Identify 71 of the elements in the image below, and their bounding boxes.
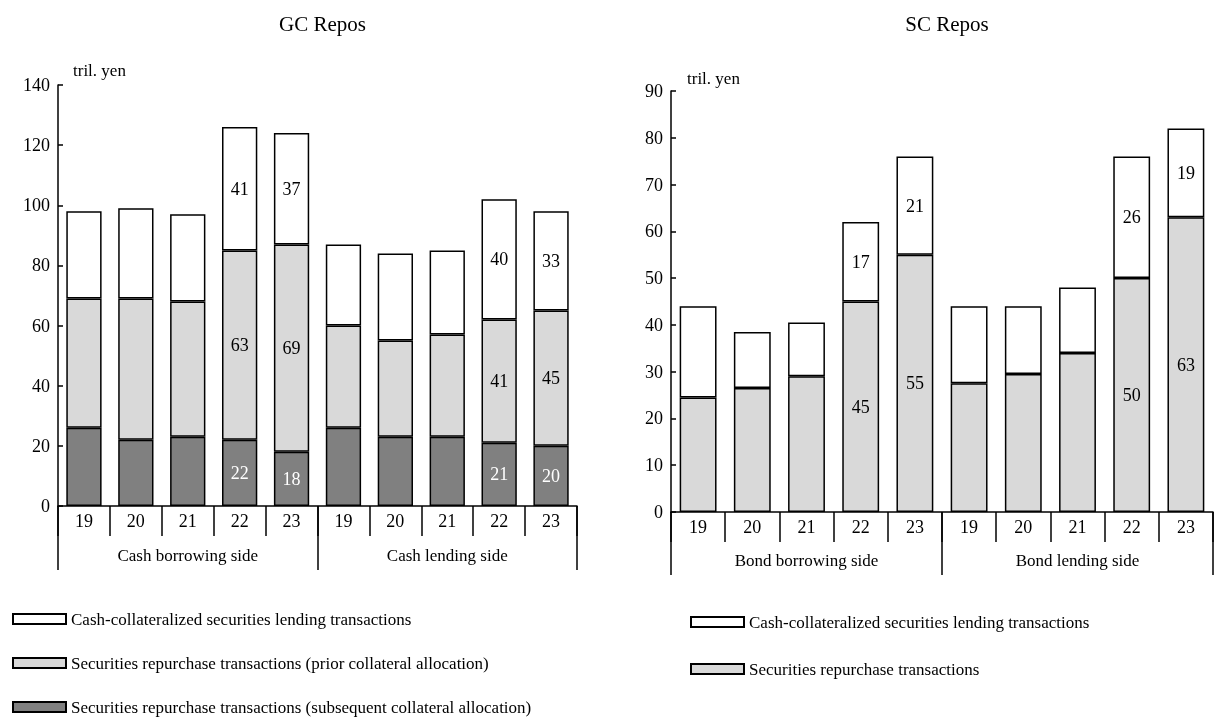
y-tick-label: 80	[32, 255, 50, 276]
y-tick-label: 60	[32, 315, 50, 336]
y-tick-label: 10	[645, 455, 663, 476]
data-label: 55	[905, 373, 924, 394]
chart-title: GC Repos	[279, 11, 366, 36]
text: Cash borrowing side	[117, 546, 259, 565]
y-tick-label: 80	[645, 127, 663, 148]
legend-label: Securities repurchase transactions (prior collateral allocation)	[71, 653, 489, 673]
x-tick-label: 22	[490, 511, 509, 531]
x-tick-label: 22	[1122, 517, 1141, 537]
data-label: 63	[1176, 354, 1195, 375]
data-label: 19	[1176, 162, 1195, 183]
data-label: 41	[490, 371, 509, 392]
legend-label: Securities repurchase transactions (subsequent collateral allocation)	[71, 697, 532, 717]
y-tick-label: 60	[645, 221, 663, 242]
y-tick-label: 40	[32, 375, 50, 396]
x-tick-label: 21	[1068, 517, 1087, 537]
x-tick-label: 22	[230, 511, 249, 531]
data-label: 37	[282, 178, 301, 199]
x-tick-label: 23	[542, 511, 561, 531]
text: Bond lending side	[1015, 551, 1140, 570]
y-tick-label: 120	[23, 135, 50, 156]
x-tick-label: 21	[438, 511, 457, 531]
y-axis-title: tril. yen	[73, 61, 127, 80]
y-tick-label: 40	[645, 314, 663, 335]
y-tick-label: 30	[645, 361, 663, 382]
x-tick-label: 20	[743, 517, 762, 537]
data-label: 21	[490, 464, 509, 485]
x-tick-label: 20	[1014, 517, 1033, 537]
y-tick-label: 140	[23, 75, 50, 95]
data-label: 22	[230, 462, 249, 483]
y-tick-label: 0	[41, 496, 50, 516]
x-tick-label: 19	[74, 511, 93, 531]
data-label: 50	[1122, 385, 1141, 406]
legend-label: Securities repurchase transactions	[749, 659, 980, 679]
data-label: 45	[542, 368, 561, 389]
y-tick-label: 100	[23, 195, 50, 216]
text: Cash lending side	[386, 546, 508, 565]
data-label: 21	[905, 195, 924, 216]
x-tick-label: 19	[334, 511, 353, 531]
text: Bond borrowing side	[734, 551, 879, 570]
data-label: 69	[282, 338, 301, 359]
data-label: 63	[230, 335, 249, 356]
x-tick-label: 23	[1176, 517, 1195, 537]
y-tick-label: 20	[645, 408, 663, 429]
x-tick-label: 20	[126, 511, 145, 531]
data-label: 40	[490, 249, 509, 270]
data-label: 26	[1122, 207, 1141, 228]
x-tick-label: 21	[797, 517, 816, 537]
chart-title: SC Repos	[905, 11, 989, 36]
legend-label: Cash-collateralized securities lending transactions	[71, 609, 412, 629]
legend-label: Cash-collateralized securities lending transactions	[749, 612, 1090, 632]
y-tick-label: 50	[645, 268, 663, 289]
x-tick-label: 20	[386, 511, 405, 531]
x-tick-label: 23	[905, 517, 924, 537]
y-axis-title: tril. yen	[687, 69, 741, 88]
x-tick-label: 22	[851, 517, 870, 537]
data-label: 33	[542, 250, 561, 271]
data-label: 45	[851, 396, 870, 417]
data-label: 41	[230, 178, 249, 199]
x-tick-label: 23	[282, 511, 301, 531]
x-tick-label: 21	[178, 511, 197, 531]
data-label: 17	[851, 251, 870, 272]
y-tick-label: 20	[32, 435, 50, 456]
x-tick-label: 19	[689, 517, 708, 537]
y-tick-label: 0	[654, 502, 663, 522]
y-tick-label: 90	[645, 81, 663, 101]
data-label: 20	[542, 465, 561, 486]
data-label: 18	[282, 468, 301, 489]
y-tick-label: 70	[645, 174, 663, 195]
x-tick-label: 19	[960, 517, 979, 537]
